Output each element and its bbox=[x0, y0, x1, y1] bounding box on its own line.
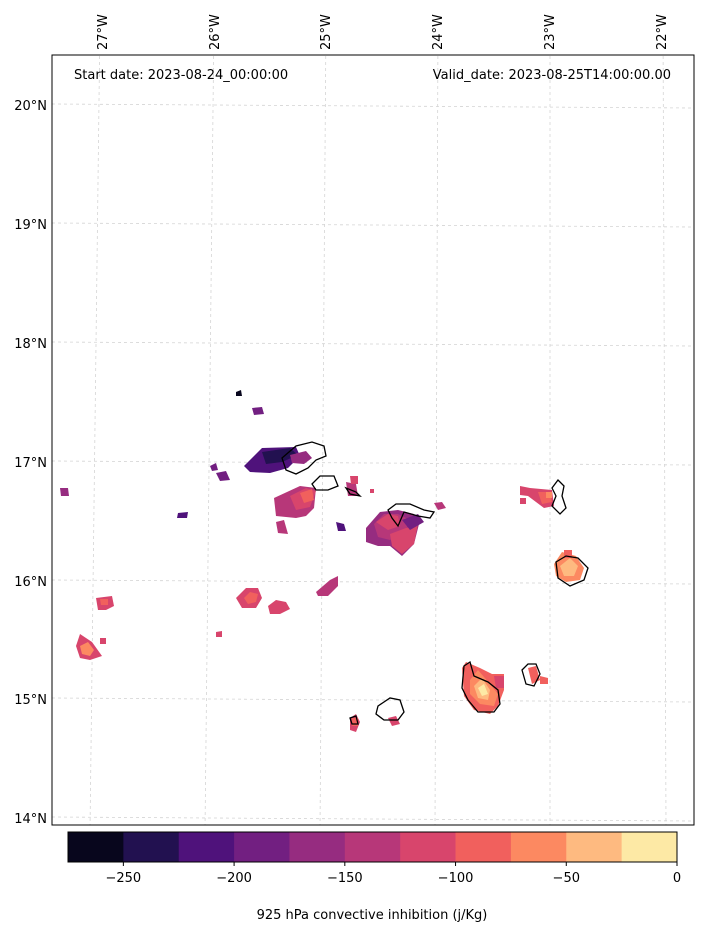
colorbar-tick-label: −150 bbox=[327, 871, 363, 886]
cin-cell bbox=[216, 631, 222, 637]
valid-date-label: Valid_date: 2023-08-25T14:00:00.00 bbox=[433, 68, 671, 83]
cin-cell bbox=[540, 676, 548, 684]
brava-coast bbox=[349, 715, 359, 725]
colorbar-swatch bbox=[621, 832, 678, 862]
cin-cell bbox=[236, 390, 242, 396]
colorbar-swatch bbox=[123, 832, 180, 862]
colorbar-swatch bbox=[178, 832, 235, 862]
cin-cell bbox=[216, 471, 230, 481]
colorbar-tick-label: −250 bbox=[106, 871, 142, 886]
lat-tick-label: 19°N bbox=[14, 218, 47, 233]
map-background bbox=[52, 55, 694, 825]
colorbar-swatch bbox=[566, 832, 623, 862]
colorbar-swatch bbox=[344, 832, 401, 862]
fogo-coast bbox=[375, 697, 405, 721]
cin-cell bbox=[100, 599, 108, 605]
colorbar-swatch bbox=[68, 832, 124, 862]
cin-cell bbox=[370, 489, 374, 493]
lon-tick-label: 23°W bbox=[543, 14, 558, 50]
parallel-17n bbox=[52, 460, 694, 466]
cin-cell bbox=[390, 524, 418, 554]
cin-cell bbox=[376, 514, 400, 530]
cin-cell bbox=[252, 407, 264, 415]
colorbar-swatch bbox=[510, 832, 567, 862]
colorbar-swatch bbox=[234, 832, 290, 862]
latitude-ticks: 20°N 19°N 18°N 17°N 16°N 15°N 14°N bbox=[14, 99, 47, 827]
cin-cell bbox=[177, 512, 188, 518]
colorbar-tick-label: −200 bbox=[216, 871, 252, 886]
lon-tick-label: 27°W bbox=[96, 14, 111, 50]
map-frame bbox=[51, 54, 695, 826]
coastlines bbox=[281, 441, 589, 725]
cin-cell bbox=[388, 716, 400, 726]
parallel-15n bbox=[52, 697, 694, 703]
colorbar-swatch bbox=[289, 832, 346, 862]
cin-cell bbox=[244, 592, 258, 604]
lat-tick-label: 20°N bbox=[14, 99, 47, 114]
parallel-16n bbox=[52, 579, 694, 585]
cin-cell bbox=[434, 502, 446, 510]
cin-cell bbox=[546, 492, 552, 498]
lon-tick-label: 22°W bbox=[655, 14, 670, 50]
cin-cell bbox=[520, 498, 526, 504]
sao-nicolau-coast bbox=[387, 503, 436, 528]
boa-vista-coast bbox=[555, 555, 589, 587]
cin-cell bbox=[276, 520, 288, 534]
colorbar-tick-label: −100 bbox=[438, 871, 474, 886]
cin-cell bbox=[100, 638, 106, 644]
cin-cell bbox=[560, 558, 578, 576]
cin-cell bbox=[210, 463, 218, 471]
colorbar-tick-label: 0 bbox=[673, 871, 681, 886]
colorbar-frame bbox=[67, 831, 678, 863]
parallel-20n bbox=[52, 103, 694, 109]
lat-tick-label: 15°N bbox=[14, 693, 47, 708]
cin-cell bbox=[494, 676, 504, 688]
colorbar-swatch bbox=[400, 832, 456, 862]
colorbar-swatch bbox=[455, 832, 512, 862]
colorbar-label: 925 hPa convective inhibition (j/Kg) bbox=[257, 908, 488, 923]
maio-coast bbox=[521, 663, 541, 687]
lat-tick-label: 17°N bbox=[14, 456, 47, 471]
cin-cell bbox=[300, 489, 314, 503]
sal-coast bbox=[551, 479, 567, 515]
longitude-ticks: 27°W 26°W 25°W 24°W 23°W 22°W bbox=[96, 14, 670, 50]
cin-cell bbox=[60, 488, 69, 496]
sao-vicente-coast bbox=[311, 475, 339, 491]
start-date-label: Start date: 2023-08-24_00:00:00 bbox=[74, 68, 288, 83]
cin-cell bbox=[478, 684, 488, 696]
gridlines bbox=[52, 55, 694, 825]
cin-cell bbox=[316, 576, 338, 596]
lat-tick-label: 18°N bbox=[14, 337, 47, 352]
santiago-coast bbox=[461, 660, 501, 713]
lat-tick-label: 14°N bbox=[14, 812, 47, 827]
cin-cell bbox=[350, 476, 358, 484]
cin-field bbox=[60, 390, 584, 732]
santo-antao-coast bbox=[281, 441, 327, 475]
cin-cell bbox=[80, 642, 94, 656]
parallel-18n bbox=[52, 341, 694, 347]
lon-tick-label: 24°W bbox=[431, 14, 446, 50]
lat-tick-label: 16°N bbox=[14, 575, 47, 590]
cin-cell bbox=[402, 514, 424, 530]
cin-cell bbox=[336, 522, 346, 531]
cin-cell bbox=[268, 600, 290, 614]
cin-cell bbox=[290, 451, 312, 464]
colorbar bbox=[68, 832, 678, 862]
colorbar-tick-label: −50 bbox=[553, 871, 580, 886]
parallel-14n bbox=[52, 816, 694, 822]
lon-tick-label: 26°W bbox=[208, 14, 223, 50]
colorbar-ticks: −250 −200 −150 −100 −50 0 bbox=[106, 862, 681, 886]
santa-luzia-coast bbox=[344, 486, 362, 498]
lon-tick-label: 25°W bbox=[319, 14, 334, 50]
parallel-19n bbox=[52, 222, 694, 228]
